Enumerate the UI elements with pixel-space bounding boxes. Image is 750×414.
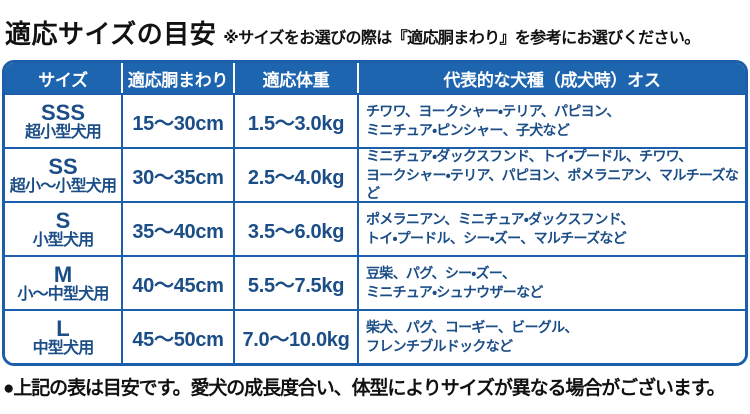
cell-breeds: 柴犬、パグ、コーギー、ビーグル、 フレンチブルドックなど — [359, 309, 745, 363]
size-code: L — [56, 315, 70, 341]
breeds-text: ミニチュア・ダックスフンド、トイ・プードル、チワワ、 ヨークシャー・テリア、パピ… — [366, 147, 739, 202]
size-label: 中型犬用 — [32, 339, 95, 357]
cell-girth: 35～40cm — [123, 201, 235, 255]
cell-size: L 中型犬用 — [5, 309, 123, 363]
girth-value: 40～45cm — [132, 274, 224, 297]
cell-breeds: チワワ、ヨークシャー・テリア、パピヨン、 ミニチュア・ピンシャー、子犬など — [359, 93, 745, 147]
col-header-girth: 適応胴まわり — [123, 63, 235, 93]
girth-value: 15～30cm — [132, 112, 224, 135]
size-code: SSS — [40, 99, 86, 125]
size-label: 小～中型犬用 — [17, 285, 109, 303]
breeds-text: ポメラニアン、ミニチュア・ダックスフンド、 トイ・プードル、シー・ズー、マルチー… — [366, 211, 634, 246]
cell-weight: 1.5～3.0kg — [235, 93, 359, 147]
footnote: ●上記の表は目安です。愛犬の成長度合い、体型によりサイズが異なる場合がございます… — [3, 378, 726, 399]
cell-size: SS 超小～小型犬用 — [5, 147, 123, 201]
cell-breeds: ミニチュア・ダックスフンド、トイ・プードル、チワワ、 ヨークシャー・テリア、パピ… — [359, 147, 745, 201]
cell-breeds: 豆柴、パグ、シー・ズー、 ミニチュア・シュナウザーなど — [359, 255, 745, 309]
title-row: 適応サイズの目安 ※サイズをお選びの際は『適応胴まわり』を参考にお選びください。 — [2, 14, 748, 51]
girth-value: 45～50cm — [132, 328, 224, 351]
size-label: 超小型犬用 — [24, 123, 102, 141]
cell-size: SSS 超小型犬用 — [5, 93, 123, 147]
col-header-weight: 適応体重 — [235, 63, 359, 93]
weight-value: 5.5～7.5kg — [247, 274, 345, 297]
girth-value: 30～35cm — [132, 166, 224, 189]
cell-breeds: ポメラニアン、ミニチュア・ダックスフンド、 トイ・プードル、シー・ズー、マルチー… — [359, 201, 745, 255]
size-code: SS — [48, 153, 78, 179]
cell-weight: 3.5～6.0kg — [235, 201, 359, 255]
breeds-text: 柴犬、パグ、コーギー、ビーグル、 フレンチブルドックなど — [366, 319, 578, 354]
cell-size: M 小～中型犬用 — [5, 255, 123, 309]
size-label: 小型犬用 — [32, 231, 95, 249]
col-header-breeds: 代表的な犬種（成犬時）オス — [359, 63, 745, 93]
page-note: ※サイズをお選びの際は『適応胴まわり』を参考にお選びください。 — [223, 30, 700, 47]
size-label: 超小～小型犬用 — [9, 177, 117, 195]
size-table: サイズ 適応胴まわり 適応体重 代表的な犬種（成犬時）オス SSS 超小型犬用 … — [2, 60, 748, 366]
cell-girth: 40～45cm — [123, 255, 235, 309]
cell-size: S 小型犬用 — [5, 201, 123, 255]
weight-value: 7.0～10.0kg — [242, 328, 350, 351]
cell-weight: 5.5～7.5kg — [235, 255, 359, 309]
size-code: M — [53, 261, 73, 287]
weight-value: 3.5～6.0kg — [247, 220, 345, 243]
weight-value: 2.5～4.0kg — [247, 166, 345, 189]
breeds-text: チワワ、ヨークシャー・テリア、パピヨン、 ミニチュア・ピンシャー、子犬など — [366, 103, 620, 138]
cell-weight: 7.0～10.0kg — [235, 309, 359, 363]
cell-girth: 15～30cm — [123, 93, 235, 147]
cell-girth: 30～35cm — [123, 147, 235, 201]
weight-value: 1.5～3.0kg — [247, 112, 345, 135]
breeds-text: 豆柴、パグ、シー・ズー、 ミニチュア・シュナウザーなど — [366, 265, 543, 300]
page-title: 適応サイズの目安 — [5, 19, 217, 49]
cell-girth: 45～50cm — [123, 309, 235, 363]
girth-value: 35～40cm — [132, 220, 224, 243]
size-code: S — [55, 207, 71, 233]
col-header-size: サイズ — [5, 63, 123, 93]
cell-weight: 2.5～4.0kg — [235, 147, 359, 201]
